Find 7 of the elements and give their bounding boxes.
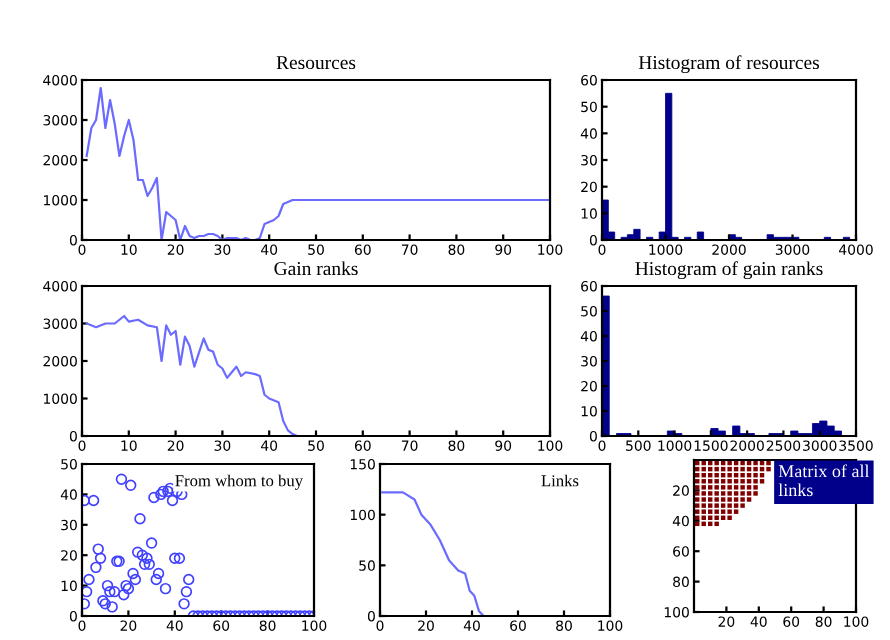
chart-title: Resources	[276, 56, 356, 70]
chart-title: Histogram of gain ranks	[635, 261, 823, 280]
chart-title: Gain ranks	[274, 261, 358, 276]
annotation: Matrix of all links	[778, 464, 870, 497]
chart-title: Histogram of resources	[638, 55, 820, 74]
annotation: Links	[541, 474, 579, 487]
annotation: From whom to buy	[175, 474, 303, 490]
